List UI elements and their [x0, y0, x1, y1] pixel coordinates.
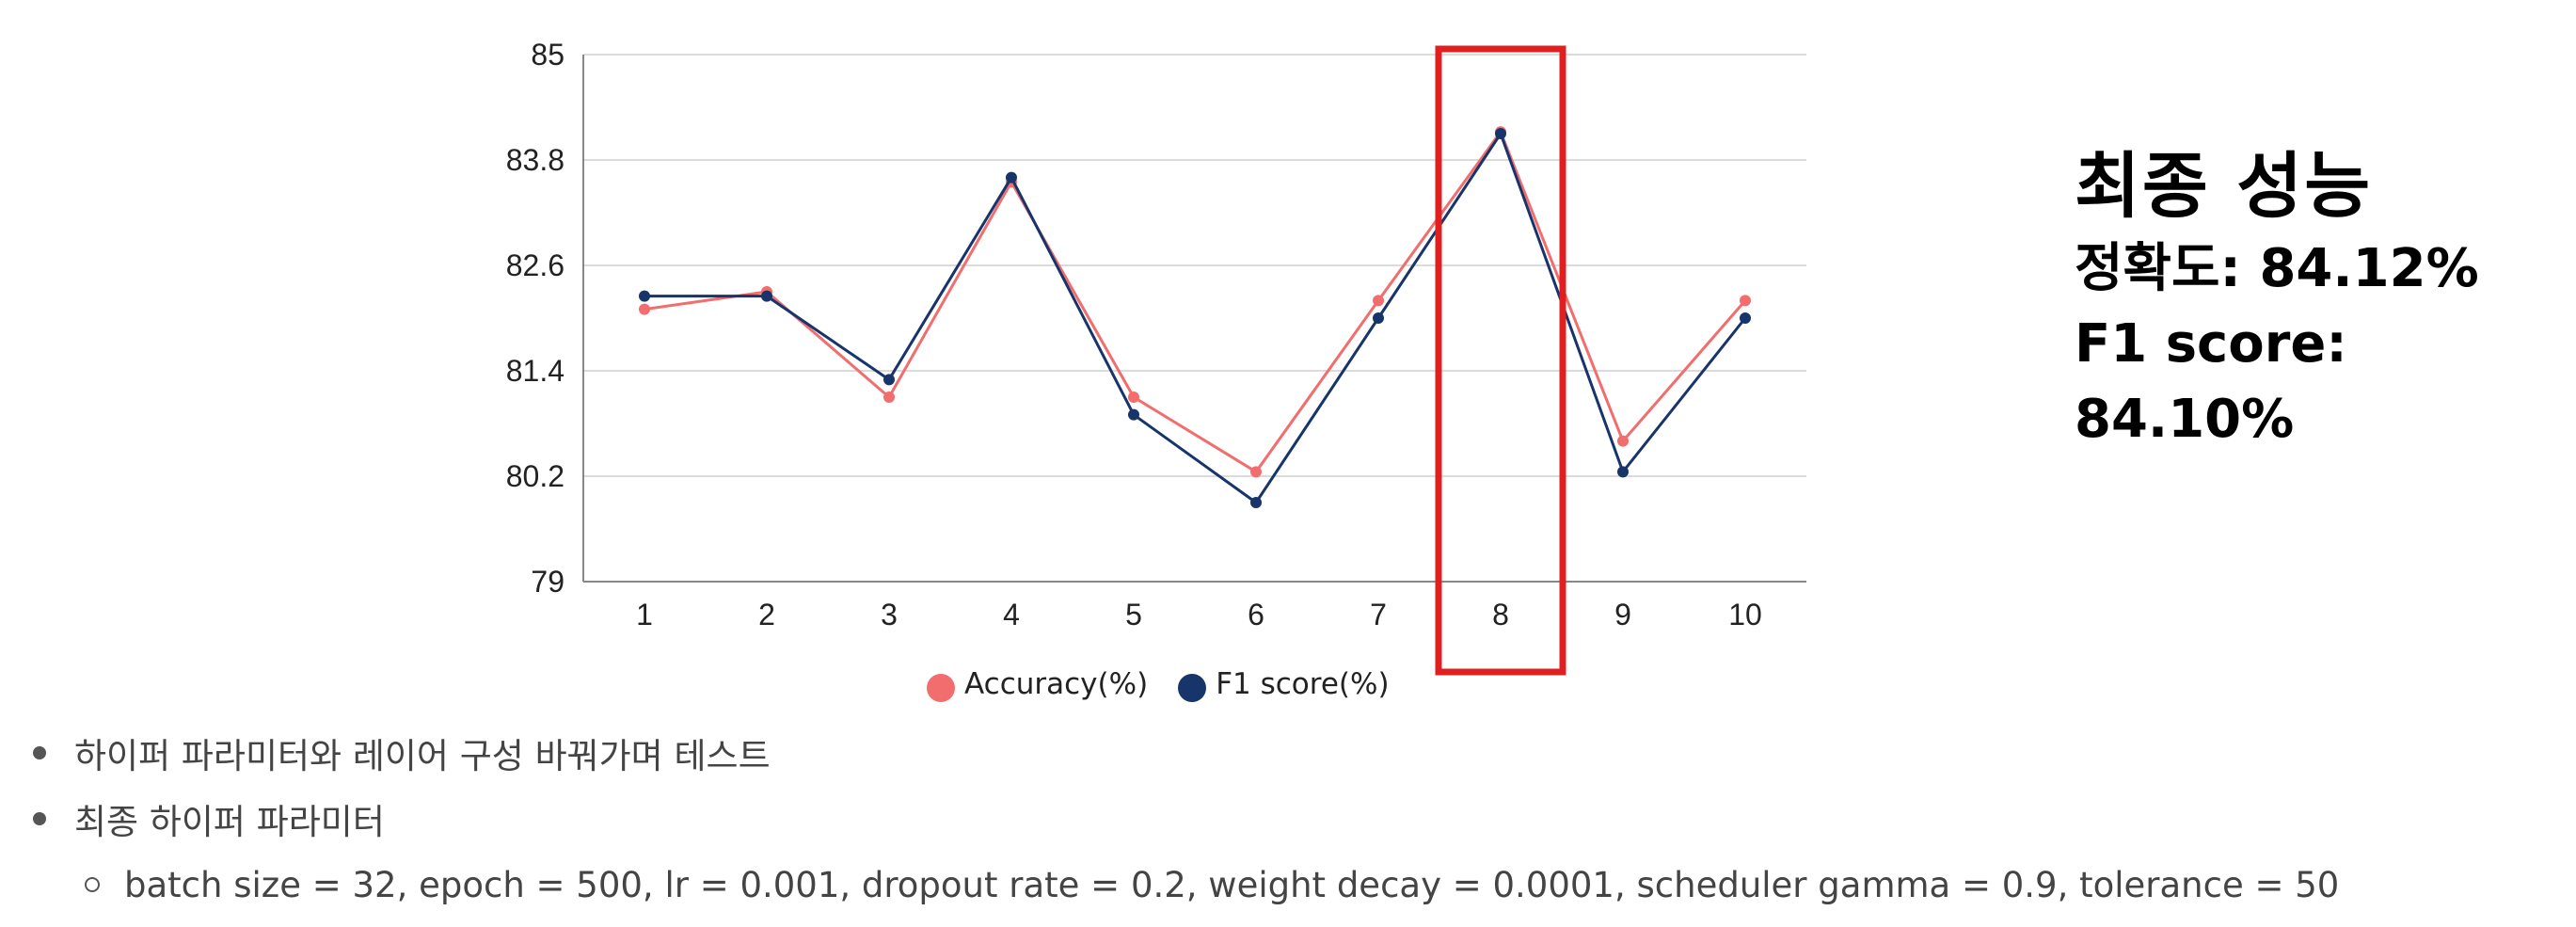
data-point-accuracy	[1128, 392, 1139, 403]
y-tick-label: 82.6	[506, 248, 564, 282]
notes-list: 하이퍼 파라미터와 레이어 구성 바꿔가며 테스트 최종 하이퍼 파라미터 ba…	[28, 720, 2339, 918]
data-point-accuracy	[883, 392, 895, 403]
final-f1-score: F1 score: 84.10%	[2075, 313, 2347, 450]
note-text: 최종 하이퍼 파라미터	[74, 802, 385, 842]
data-point-f1	[1373, 312, 1384, 324]
data-point-accuracy	[1373, 295, 1384, 307]
x-tick-label: 6	[1248, 598, 1264, 631]
series-line-f1	[644, 132, 1747, 504]
final-performance-title: 최종 성능	[2075, 144, 2373, 228]
chart-legend: Accuracy(%) F1 score(%)	[927, 666, 1390, 702]
y-tick-label: 79	[531, 565, 564, 599]
series-line-accuracy	[644, 130, 1747, 473]
legend-item-accuracy: Accuracy(%)	[927, 666, 1148, 702]
y-tick-label: 80.2	[506, 459, 564, 493]
final-accuracy: 정확도: 84.12%	[2075, 238, 2479, 299]
data-point-f1	[761, 290, 772, 302]
legend-swatch-f1	[1178, 674, 1207, 702]
list-item: batch size = 32, epoch = 500, lr = 0.001…	[28, 852, 2339, 918]
data-point-accuracy	[1740, 295, 1751, 307]
highlight-box	[1435, 45, 1566, 676]
hyperparameter-text: batch size = 32, epoch = 500, lr = 0.001…	[124, 864, 2340, 905]
data-point-accuracy	[639, 303, 650, 315]
list-item: 하이퍼 파라미터와 레이어 구성 바꿔가며 테스트	[28, 720, 2339, 786]
x-tick-label: 1	[636, 598, 653, 631]
legend-label-accuracy: Accuracy(%)	[964, 667, 1149, 701]
y-tick-label: 85	[531, 38, 564, 72]
x-tick-label: 10	[1728, 598, 1762, 631]
hollow-bullet-icon	[85, 877, 100, 892]
data-point-accuracy	[1617, 435, 1629, 447]
data-point-f1	[639, 290, 650, 302]
y-tick-label: 81.4	[506, 354, 564, 388]
legend-swatch-accuracy	[927, 674, 955, 702]
data-point-f1	[1617, 466, 1629, 478]
y-tick-label: 83.8	[506, 143, 564, 177]
data-point-f1	[1495, 128, 1506, 139]
x-tick-label: 4	[1003, 598, 1020, 631]
x-tick-label: 8	[1492, 598, 1509, 631]
x-tick-label: 9	[1614, 598, 1631, 631]
legend-label-f1: F1 score(%)	[1216, 667, 1390, 701]
legend-item-f1: F1 score(%)	[1178, 666, 1390, 702]
data-point-accuracy	[1250, 466, 1262, 478]
x-tick-label: 2	[758, 598, 775, 631]
x-tick-label: 5	[1125, 598, 1142, 631]
final-performance-panel: 최종 성능 정확도: 84.12% F1 score: 84.10%	[2075, 141, 2576, 457]
data-point-f1	[1128, 408, 1139, 421]
bullet-icon	[33, 746, 46, 759]
data-point-f1	[883, 374, 895, 386]
data-point-f1	[1740, 312, 1751, 324]
note-text: 하이퍼 파라미터와 레이어 구성 바꿔가며 테스트	[74, 736, 771, 776]
x-tick-label: 7	[1370, 598, 1387, 631]
x-tick-label: 3	[881, 598, 898, 631]
data-point-f1	[1006, 171, 1017, 184]
data-point-f1	[1250, 497, 1262, 508]
bullet-icon	[33, 812, 46, 825]
list-item: 최종 하이퍼 파라미터	[28, 786, 2339, 852]
